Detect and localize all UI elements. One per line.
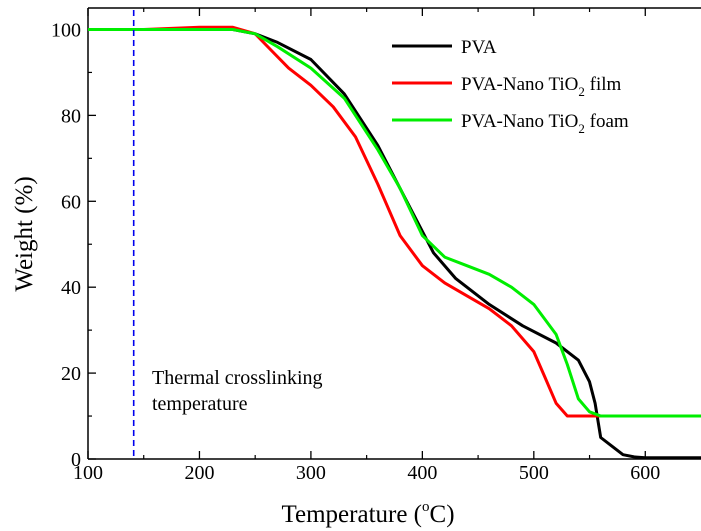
series-line-3: [88, 28, 701, 418]
x-axis-title: Temperature (oC): [281, 499, 454, 528]
x-tick-label: 200: [184, 462, 214, 484]
legend-label-3: PVA-Nano TiO2 foam: [461, 111, 629, 136]
annotation-text-line: Thermal crosslinking: [152, 367, 323, 389]
y-tick-label: 20: [61, 363, 81, 385]
x-tick-label: 100: [73, 462, 103, 484]
axis-ticks: 100 200 300 400 500 600 0 20 40 60 80 100: [51, 8, 660, 484]
legend-label-2: PVA-Nano TiO2 film: [461, 74, 622, 99]
x-axis-title-suffix: C): [430, 501, 455, 528]
y-tick-label: 80: [61, 105, 81, 127]
x-tick-label: 300: [296, 462, 326, 484]
x-tick-label: 500: [519, 462, 549, 484]
x-tick-label: 400: [407, 462, 437, 484]
series-lines: [88, 25, 701, 460]
x-tick-label: 600: [630, 462, 660, 484]
x-axis-title-main: Temperature (: [281, 501, 422, 528]
x-axis-title-sup: o: [422, 499, 430, 515]
legend-label-1: PVA: [461, 37, 497, 58]
y-tick-label: 60: [61, 191, 81, 213]
legend: PVA PVA-Nano TiO2 film PVA-Nano TiO2 foam: [392, 37, 629, 136]
annotations: Thermal crosslinking temperature: [132, 10, 323, 459]
annotation-text-line: temperature: [152, 393, 248, 415]
y-tick-label: 0: [71, 449, 81, 471]
y-tick-label: 100: [51, 19, 81, 41]
y-axis-title: Weight (%): [11, 176, 38, 291]
y-tick-label: 40: [61, 277, 81, 299]
plot-area: [87, 7, 701, 460]
